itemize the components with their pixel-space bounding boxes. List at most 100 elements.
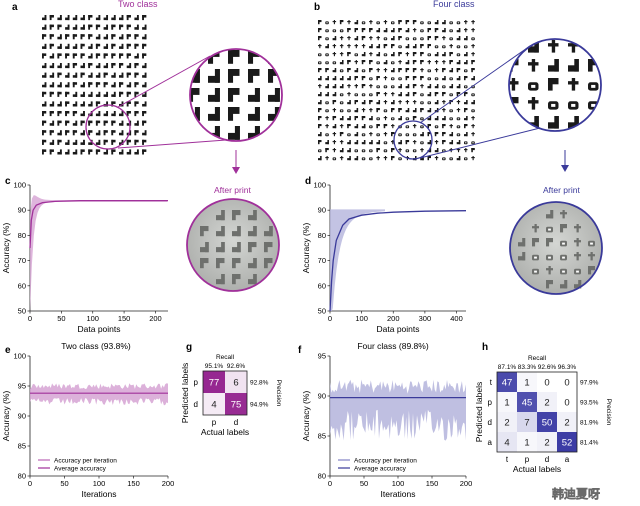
pattern-glyph [216, 210, 225, 221]
pattern-glyph [456, 108, 461, 113]
pattern-glyph [398, 116, 402, 121]
pattern-glyph [88, 72, 93, 78]
pattern-glyph [528, 59, 539, 72]
pattern-glyph [95, 101, 101, 107]
pattern-glyph [398, 148, 402, 153]
pattern-glyph [528, 97, 539, 110]
pattern-glyph [95, 120, 101, 126]
y-tick-label: 70 [318, 256, 326, 265]
pattern-glyph [318, 149, 322, 153]
pattern-glyph [57, 82, 62, 88]
pattern-glyph [442, 157, 446, 161]
pattern-glyph [318, 68, 322, 73]
pattern-glyph [376, 156, 380, 161]
pattern-glyph [548, 101, 559, 110]
pattern-glyph [248, 258, 257, 269]
pattern-glyph [412, 68, 417, 73]
pattern-glyph [339, 44, 344, 49]
pattern-glyph [318, 76, 322, 81]
pattern-glyph [464, 124, 468, 129]
panel-letter-e: e [5, 345, 11, 356]
x-axis-label: Iterations [381, 489, 416, 499]
pattern-glyph [339, 52, 344, 57]
pattern-glyph [449, 44, 453, 49]
pattern-glyph [376, 52, 381, 57]
pattern-glyph [354, 108, 359, 113]
pattern-glyph [57, 91, 62, 97]
pattern-glyph [142, 101, 147, 107]
pattern-glyph [126, 101, 131, 107]
pattern-glyph [369, 100, 373, 105]
pattern-glyph [546, 226, 553, 233]
pattern-glyph [72, 43, 78, 49]
matrix-cell-value: 4 [211, 400, 216, 411]
pattern-glyph [111, 149, 116, 155]
pattern-glyph [126, 15, 131, 21]
pattern-glyph [142, 15, 147, 21]
pattern-glyph [65, 24, 70, 30]
pattern-glyph [412, 124, 417, 129]
pattern-glyph [134, 101, 139, 107]
arrow-b-head [561, 165, 569, 172]
pattern-glyph [65, 139, 70, 145]
y-tick-label: 50 [18, 307, 26, 316]
pattern-glyph [325, 76, 329, 81]
pattern-glyph [95, 111, 101, 117]
matrix-cell [537, 372, 557, 392]
pattern-glyph [80, 53, 85, 59]
pattern-glyph [376, 21, 380, 25]
pattern-glyph [332, 92, 337, 97]
four-class-pattern-grid [318, 20, 475, 161]
pattern-glyph [103, 24, 109, 30]
legend-label-iteration: Accuracy per iteration [54, 458, 117, 465]
pattern-glyph [80, 139, 85, 145]
pattern-glyph [268, 50, 280, 64]
pattern-glyph [332, 157, 337, 161]
printed-dots-four-class [518, 210, 595, 289]
pattern-glyph [361, 69, 366, 73]
pattern-glyph [434, 68, 439, 73]
pattern-glyph [72, 63, 78, 69]
pattern-glyph [142, 91, 147, 97]
pattern-glyph [65, 111, 70, 117]
pattern-glyph [398, 68, 402, 73]
pattern-glyph [347, 109, 351, 113]
pattern-glyph [412, 60, 417, 65]
pattern-glyph [142, 72, 147, 78]
pattern-glyph [65, 15, 70, 21]
zoom-line-a-top [117, 55, 211, 108]
pattern-glyph [49, 24, 54, 30]
pattern-glyph [464, 36, 468, 41]
y-tick-label: 60 [318, 281, 326, 290]
pattern-glyph [325, 109, 329, 113]
pattern-glyph [248, 210, 257, 221]
pattern-glyph [248, 242, 257, 253]
pattern-glyph [95, 149, 101, 155]
pattern-glyph [339, 93, 344, 97]
matrix-cell-value: 6 [233, 378, 238, 389]
pattern-glyph [398, 45, 402, 49]
pattern-glyph [391, 92, 395, 97]
pattern-glyph [471, 93, 475, 97]
pattern-glyph [42, 101, 47, 107]
y-axis-label: Accuracy (%) [301, 391, 311, 442]
pattern-glyph [49, 130, 54, 136]
pattern-glyph [412, 84, 417, 89]
pattern-glyph [420, 132, 424, 137]
pattern-glyph [532, 268, 539, 275]
pattern-glyph [65, 72, 70, 78]
pattern-glyph [200, 226, 209, 237]
pattern-glyph [412, 92, 417, 97]
pattern-glyph [405, 117, 410, 121]
pattern-glyph [95, 34, 101, 40]
pattern-glyph [427, 21, 431, 25]
pattern-glyph [464, 20, 468, 25]
x-tick-label: 0 [328, 479, 332, 488]
pattern-glyph [427, 132, 431, 137]
pattern-glyph [339, 84, 344, 89]
y-tick-label: 80 [18, 472, 26, 481]
pattern-glyph [471, 28, 475, 33]
pattern-glyph [72, 91, 78, 97]
pattern-glyph [347, 124, 351, 129]
matrix-cell [497, 392, 517, 412]
